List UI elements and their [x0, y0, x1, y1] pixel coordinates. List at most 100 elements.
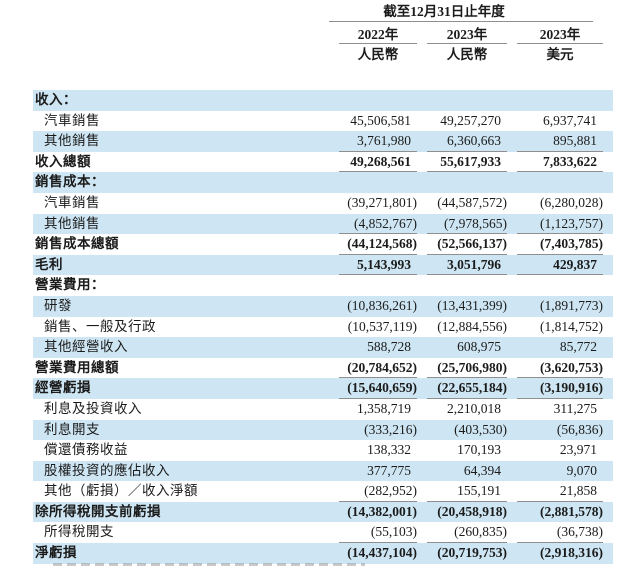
row-label: 淨虧損 — [35, 545, 77, 561]
row-right-spacer — [603, 234, 613, 255]
row-value: 7,833,622 — [517, 152, 603, 173]
table-row: 利息開支 (333,216) (403,530) (56,836) — [33, 419, 613, 441]
table-row: 其他經營收入 588,728 608,975 85,772 — [33, 337, 613, 358]
row-value: (39,271,801) — [347, 194, 417, 210]
row-value: 9,070 — [566, 462, 597, 478]
table-row: 研發 (10,836,261) (13,431,399) (1,891,773) — [33, 295, 613, 317]
table-row: 除所得稅開支前虧損 (14,382,001) (20,458,918) (2,8… — [33, 501, 613, 523]
table-body: 收入： 汽車銷售 45,506,581 49,257,270 6,937,741… — [33, 90, 613, 564]
row-value: (260,835) — [427, 522, 507, 544]
row-value: 608,975 — [457, 339, 501, 355]
row-value: (22,655,184) — [427, 378, 507, 399]
row-value: (14,382,001) — [347, 503, 417, 519]
row-label: 其他經營收入 — [44, 339, 128, 355]
financial-table: 截至12月31日止年度 2022年 2023年 2023年 人民幣 人民幣 美元… — [33, 2, 613, 564]
row-label: 營業費用總額 — [35, 359, 119, 375]
year-header-2022-rmb: 2022年 — [339, 27, 417, 44]
row-label: 其他（虧損）／收入淨額 — [44, 483, 198, 499]
row-value: 1,358,719 — [357, 400, 411, 416]
row-right-spacer — [603, 255, 613, 276]
row-value — [427, 172, 507, 193]
year-header-row: 2022年 2023年 2023年 — [33, 27, 613, 44]
currency-header-usd: 美元 — [546, 47, 574, 62]
table-row: 償還債務收益 138,332 170,193 23,971 — [33, 440, 613, 461]
table-row: 銷售、一般及行政 (10,537,119) (12,884,556) (1,81… — [33, 317, 613, 338]
row-right-spacer — [603, 543, 613, 564]
row-value: (13,431,399) — [437, 297, 507, 313]
row-value: 2,210,018 — [447, 400, 501, 416]
row-label: 股權投資的應佔收入 — [44, 462, 170, 478]
row-value: (20,458,918) — [437, 503, 507, 519]
row-value: 377,775 — [367, 462, 411, 478]
row-right-spacer — [603, 90, 613, 111]
row-value — [517, 90, 603, 111]
header-right-spacer — [603, 46, 613, 64]
row-right-spacer — [603, 337, 613, 358]
table-row: 營業費用： — [33, 275, 613, 296]
row-value: (14,437,104) — [347, 545, 417, 561]
row-value: (55,103) — [339, 522, 417, 544]
row-value: (3,190,916) — [517, 378, 603, 399]
table-row: 經營虧損 (15,640,659) (22,655,184) (3,190,91… — [33, 378, 613, 399]
table-row: 銷售成本： — [33, 172, 613, 193]
row-label: 經營虧損 — [35, 380, 91, 396]
table-row: 淨虧損 (14,437,104) (20,719,753) (2,918,316… — [33, 543, 613, 564]
row-value: (44,124,568) — [339, 234, 417, 255]
row-value — [517, 275, 603, 296]
table-row: 其他銷售 3,761,980 6,360,663 895,881 — [33, 131, 613, 152]
period-header-row: 截至12月31日止年度 — [33, 4, 613, 22]
row-value — [339, 172, 417, 193]
row-value: (20,784,652) — [339, 358, 417, 379]
row-label: 償還債務收益 — [44, 442, 128, 458]
row-label: 銷售成本總額 — [35, 236, 119, 252]
row-label: 研發 — [44, 297, 72, 313]
row-label: 銷售、一般及行政 — [44, 318, 156, 334]
row-right-spacer — [603, 111, 613, 132]
row-right-spacer — [603, 481, 613, 502]
row-value: (20,719,753) — [437, 545, 507, 561]
currency-header-row: 人民幣 人民幣 美元 — [33, 46, 613, 64]
row-value: (56,836) — [556, 421, 603, 437]
clipped-footnote-text — [53, 563, 365, 566]
row-right-spacer — [603, 461, 613, 482]
row-right-spacer — [603, 131, 613, 152]
currency-header-rmb-2: 人民幣 — [446, 47, 488, 62]
row-value: 55,617,933 — [427, 152, 507, 173]
row-value: (6,280,028) — [540, 194, 603, 210]
row-value: (333,216) — [364, 421, 417, 437]
table-header: 截至12月31日止年度 2022年 2023年 2023年 人民幣 人民幣 美元 — [33, 4, 613, 64]
row-value: 49,257,270 — [440, 112, 501, 128]
table-row: 股權投資的應佔收入 377,775 64,394 9,070 — [33, 460, 613, 482]
header-label-spacer — [33, 4, 329, 22]
table-row: 收入： — [33, 90, 613, 111]
row-value: 21,858 — [517, 481, 603, 502]
row-right-spacer — [603, 193, 613, 214]
row-value: 170,193 — [457, 442, 501, 458]
table-row: 利息及投資收入 1,358,719 2,210,018 311,275 — [33, 399, 613, 420]
row-right-spacer — [603, 152, 613, 173]
row-value — [339, 90, 417, 111]
row-value: 311,275 — [553, 400, 597, 416]
row-value: 5,143,993 — [339, 255, 417, 276]
row-value: 6,937,741 — [543, 112, 597, 128]
row-right-spacer — [603, 378, 613, 399]
row-label: 利息及投資收入 — [44, 400, 142, 416]
row-value: (25,706,980) — [427, 358, 507, 379]
row-label: 營業費用： — [35, 277, 105, 293]
row-label: 收入： — [35, 92, 77, 107]
row-value: (3,620,753) — [517, 358, 603, 379]
year-header-2023-rmb: 2023年 — [427, 27, 507, 44]
row-value — [427, 275, 507, 296]
row-value: (36,738) — [517, 522, 603, 544]
row-right-spacer — [603, 275, 613, 296]
row-value: 429,837 — [517, 255, 603, 276]
row-value: 138,332 — [367, 442, 411, 458]
row-value — [427, 90, 507, 111]
row-label: 銷售成本： — [35, 174, 105, 190]
row-value: (7,978,565) — [427, 214, 507, 235]
table-row: 其他銷售 (4,852,767) (7,978,565) (1,123,757) — [33, 213, 613, 235]
row-value: 6,360,663 — [427, 131, 507, 152]
row-right-spacer — [603, 296, 613, 317]
table-row: 銷售成本總額 (44,124,568) (52,566,137) (7,403,… — [33, 234, 613, 255]
